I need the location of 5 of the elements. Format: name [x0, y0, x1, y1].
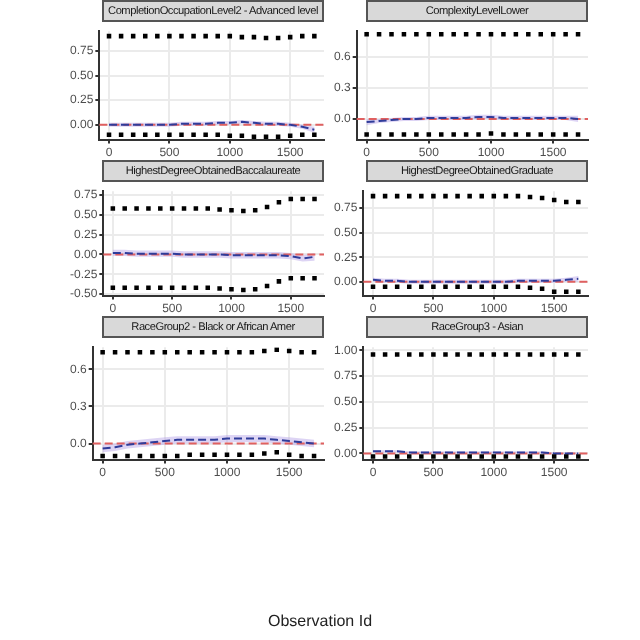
point — [174, 349, 180, 355]
point — [174, 453, 180, 459]
point — [142, 33, 148, 39]
point — [406, 193, 412, 199]
x-axis-title: Observation Id — [268, 612, 373, 630]
